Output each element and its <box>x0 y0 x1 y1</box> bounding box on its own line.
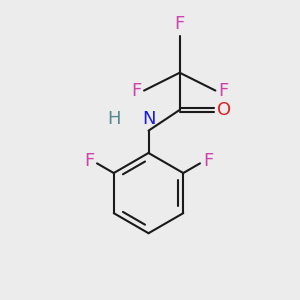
Text: N: N <box>142 110 155 128</box>
Text: O: O <box>218 101 232 119</box>
Text: F: F <box>218 82 229 100</box>
Text: F: F <box>175 15 185 33</box>
Text: F: F <box>203 152 213 170</box>
Text: F: F <box>84 152 94 170</box>
Text: H: H <box>107 110 120 128</box>
Text: F: F <box>131 82 141 100</box>
